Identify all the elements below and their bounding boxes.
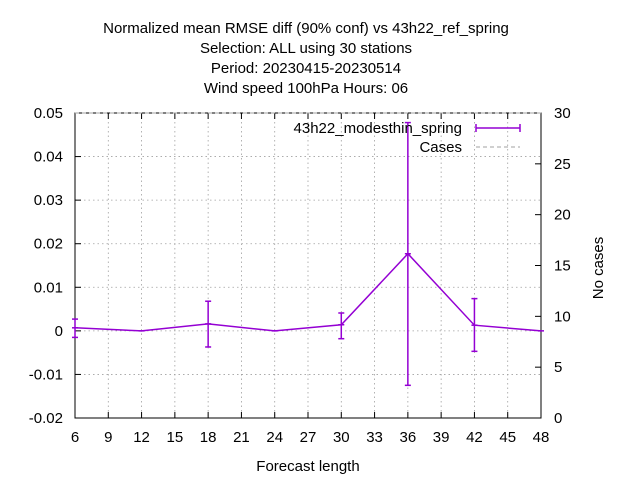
x-tick-label: 36 <box>400 429 417 446</box>
x-axis-label: Forecast length <box>256 458 359 475</box>
legend-label-cases: Cases <box>419 139 462 156</box>
x-tick-label: 33 <box>366 429 383 446</box>
legend-label-main: 43h22_modesthin_spring <box>294 120 462 137</box>
x-tick-label: 21 <box>233 429 250 446</box>
grid <box>75 113 541 418</box>
y-tick-label: -0.02 <box>29 410 63 427</box>
y-tick-label: 0 <box>55 323 63 340</box>
y-tick-label: 0.05 <box>34 105 63 122</box>
y-tick-label: -0.01 <box>29 366 63 383</box>
y2-tick-label: 10 <box>554 308 571 325</box>
x-tick-label: 6 <box>71 429 79 446</box>
title-line: Normalized mean RMSE diff (90% conf) vs … <box>103 20 509 37</box>
x-tick-label: 48 <box>533 429 550 446</box>
title-line: Period: 20230415-20230514 <box>211 60 401 77</box>
y2-tick-label: 30 <box>554 105 571 122</box>
y-tick-label: 0.03 <box>34 192 63 209</box>
x-tick-label: 42 <box>466 429 483 446</box>
y2-tick-label: 15 <box>554 258 571 275</box>
y2-tick-label: 25 <box>554 156 571 173</box>
y2-tick-label: 20 <box>554 207 571 224</box>
x-tick-label: 45 <box>499 429 516 446</box>
x-tick-label: 18 <box>200 429 217 446</box>
y2-tick-label: 5 <box>554 359 562 376</box>
title-line: Selection: ALL using 30 stations <box>200 40 412 57</box>
legend: 43h22_modesthin_spring Cases <box>294 120 521 156</box>
y-tick-label: 0.04 <box>34 149 63 166</box>
x-tick-label: 24 <box>266 429 283 446</box>
y-tick-label: 0.02 <box>34 236 63 253</box>
x-tick-label: 30 <box>333 429 350 446</box>
series-line-main <box>74 252 542 332</box>
x-tick-label: 15 <box>167 429 184 446</box>
y-tick-label: 0.01 <box>34 279 63 296</box>
y2-tick-label: 0 <box>554 410 562 427</box>
series <box>72 112 544 387</box>
title-line: Wind speed 100hPa Hours: 06 <box>204 80 408 97</box>
x-tick-label: 9 <box>104 429 112 446</box>
x-tick-label: 39 <box>433 429 450 446</box>
axes: 6 9 12 15 18 21 24 27 30 33 36 39 42 45 48 -0.02 -0.01 0 0… <box>29 105 607 475</box>
x-tick-label: 12 <box>133 429 150 446</box>
y2-axis-label: No cases <box>590 237 607 300</box>
x-tick-label: 27 <box>300 429 317 446</box>
chart-title: Normalized mean RMSE diff (90% conf) vs … <box>103 20 509 97</box>
